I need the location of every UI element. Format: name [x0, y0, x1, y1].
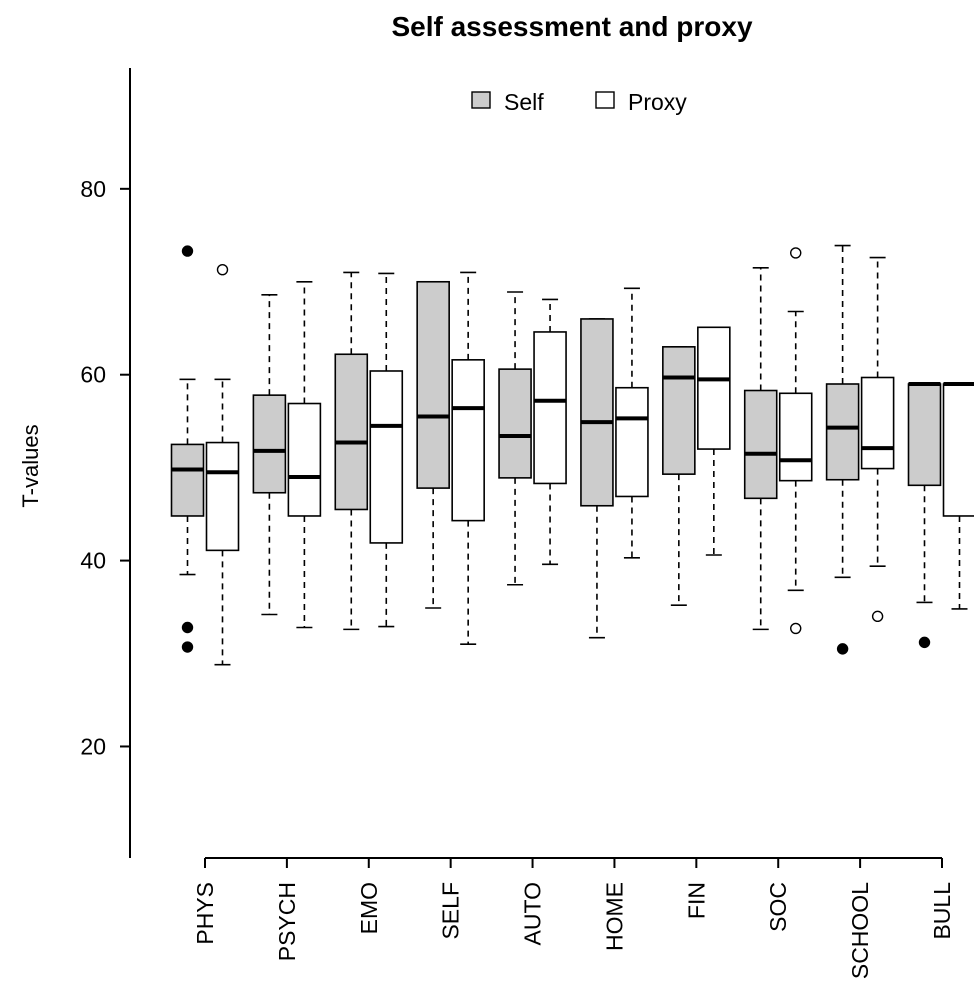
box-body	[860, 376, 895, 470]
y-tick-label-20: 20	[80, 733, 106, 759]
box-body	[825, 383, 860, 481]
legend-swatch-proxy	[595, 91, 615, 109]
outlier-point	[790, 247, 802, 259]
legend-swatch-self	[471, 91, 491, 109]
box-self-bull	[907, 382, 942, 649]
box-proxy-fin	[697, 326, 731, 556]
chart-title: Self assessment and proxy	[391, 11, 752, 42]
y-tick-label-40: 40	[80, 548, 106, 574]
box-proxy-auto	[533, 298, 567, 566]
x-tick-label-soc: SOC	[765, 882, 791, 932]
outlier-point	[918, 636, 931, 649]
x-tick-label-auto: AUTO	[520, 882, 546, 945]
x-tick-label-home: HOME	[601, 882, 627, 951]
box-body	[170, 443, 205, 517]
x-tick-label-bull: BULL	[929, 882, 955, 940]
box-self-soc	[743, 267, 778, 631]
box-body	[907, 383, 942, 487]
box-body	[416, 280, 450, 489]
box-proxy-school	[860, 256, 895, 623]
box-proxy-bull	[942, 382, 974, 610]
box-self-emo	[334, 271, 369, 631]
box-self-fin	[662, 346, 696, 607]
x-tick-label-fin: FIN	[683, 882, 709, 919]
box-group	[170, 244, 974, 666]
x-tick-label-school: SCHOOL	[847, 882, 873, 979]
box-body	[743, 389, 778, 500]
box-body	[662, 346, 696, 475]
box-body	[942, 383, 974, 517]
box-self-self	[416, 280, 450, 609]
outlier-point	[216, 263, 229, 276]
outlier-point	[790, 622, 802, 635]
box-body	[498, 368, 532, 479]
box-body	[451, 359, 485, 522]
outlier-point	[181, 245, 194, 257]
box-proxy-self	[451, 271, 485, 646]
x-tick-label-phys: PHYS	[192, 882, 218, 945]
box-self-school	[825, 244, 860, 655]
box-self-home	[580, 318, 614, 639]
outlier-point	[836, 643, 849, 655]
box-body	[287, 402, 322, 517]
x-axis: PHYS PSYCH EMO SELF AUTO HOME FIN SOC SCHOOL BULL	[192, 857, 955, 979]
legend-label-proxy: Proxy	[628, 89, 687, 115]
box-body	[533, 331, 567, 485]
box-body	[580, 318, 614, 507]
box-self-psych	[252, 293, 287, 616]
y-tick-label-60: 60	[80, 362, 106, 388]
y-axis: 20 40 60 80	[80, 68, 131, 858]
box-proxy-home	[615, 287, 649, 559]
legend-label-self: Self	[504, 89, 544, 115]
outlier-point	[181, 641, 194, 653]
x-tick-label-emo: EMO	[356, 882, 382, 934]
x-tick-label-self: SELF	[438, 882, 464, 940]
box-body	[369, 370, 404, 544]
box-body	[697, 326, 731, 450]
box-body	[615, 386, 649, 498]
box-proxy-emo	[369, 272, 404, 628]
box-proxy-phys	[205, 263, 240, 666]
outlier-point	[181, 621, 194, 634]
box-body	[334, 353, 369, 511]
outlier-point	[871, 610, 884, 623]
box-body	[252, 394, 287, 494]
box-proxy-soc	[778, 247, 813, 635]
legend: Self Proxy	[471, 89, 687, 115]
box-body	[778, 392, 813, 482]
box-body	[205, 441, 240, 552]
box-proxy-psych	[287, 280, 322, 629]
y-axis-label: T-values	[18, 424, 43, 507]
box-self-phys	[170, 245, 205, 653]
y-tick-label-80: 80	[80, 176, 106, 202]
x-tick-label-psych: PSYCH	[274, 882, 300, 961]
box-self-auto	[498, 291, 532, 586]
